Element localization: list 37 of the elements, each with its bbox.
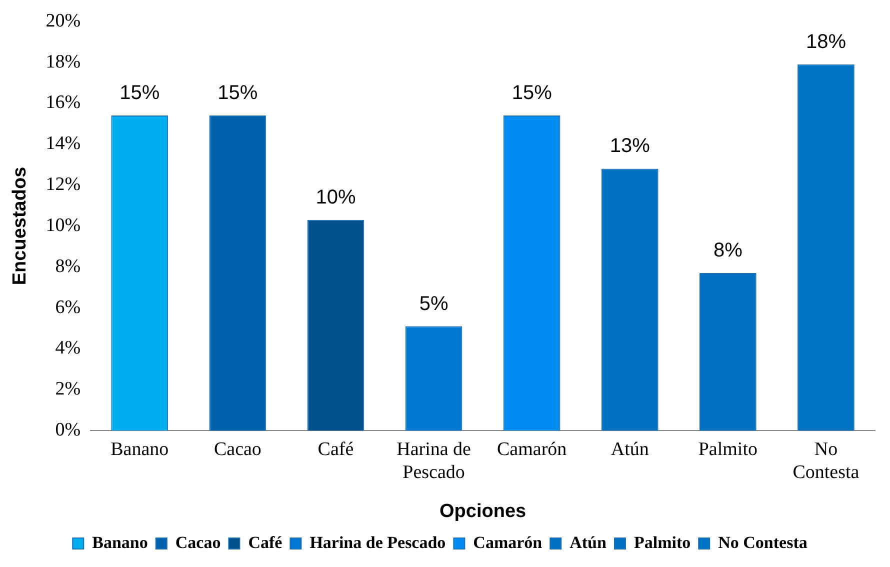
x-tick-label: Café xyxy=(318,438,354,460)
data-label: 13% xyxy=(610,135,650,158)
legend-label: Harina de Pescado xyxy=(310,532,446,552)
y-tick-label: 12% xyxy=(46,174,81,196)
x-axis-title: Opciones xyxy=(440,500,526,522)
x-tick-label: Banano xyxy=(110,438,169,460)
y-tick-label: 18% xyxy=(46,51,81,72)
legend-label: Palmito xyxy=(634,532,691,552)
legend-label: Cacao xyxy=(175,532,221,552)
legend-label: Café xyxy=(248,532,283,552)
data-label: 5% xyxy=(419,292,448,315)
y-tick-label: 2% xyxy=(55,378,81,400)
x-tick-label: Cacao xyxy=(214,438,262,460)
data-label: 8% xyxy=(713,240,743,262)
y-tick-label: 6% xyxy=(55,296,81,318)
data-label: 18% xyxy=(806,30,846,53)
y-tick-label: 10% xyxy=(46,214,81,236)
y-tick-label: 16% xyxy=(46,92,81,114)
legend-label: No Contesta xyxy=(718,532,808,552)
data-label: 15% xyxy=(512,82,552,104)
y-tick-label: 20% xyxy=(46,10,81,32)
legend-label: Camarón xyxy=(473,532,543,552)
x-tick-label: Atún xyxy=(610,438,650,460)
y-tick-label: 8% xyxy=(55,256,81,277)
data-label: 15% xyxy=(120,82,160,104)
data-label: 15% xyxy=(218,82,258,104)
x-tick-label: Harina de Pescado xyxy=(396,438,471,483)
data-label: 10% xyxy=(316,186,356,208)
y-axis-title: Encuestados xyxy=(10,166,31,286)
legend-label: Banano xyxy=(92,532,148,552)
legend-label: Atún xyxy=(570,532,608,552)
y-tick-label: 14% xyxy=(46,133,81,154)
x-tick-label: Camarón xyxy=(497,438,568,460)
x-tick-label: No Contesta xyxy=(792,438,860,483)
y-tick-label: 4% xyxy=(55,338,81,359)
y-tick-label: 0% xyxy=(55,420,81,441)
x-tick-label: Palmito xyxy=(698,438,758,460)
